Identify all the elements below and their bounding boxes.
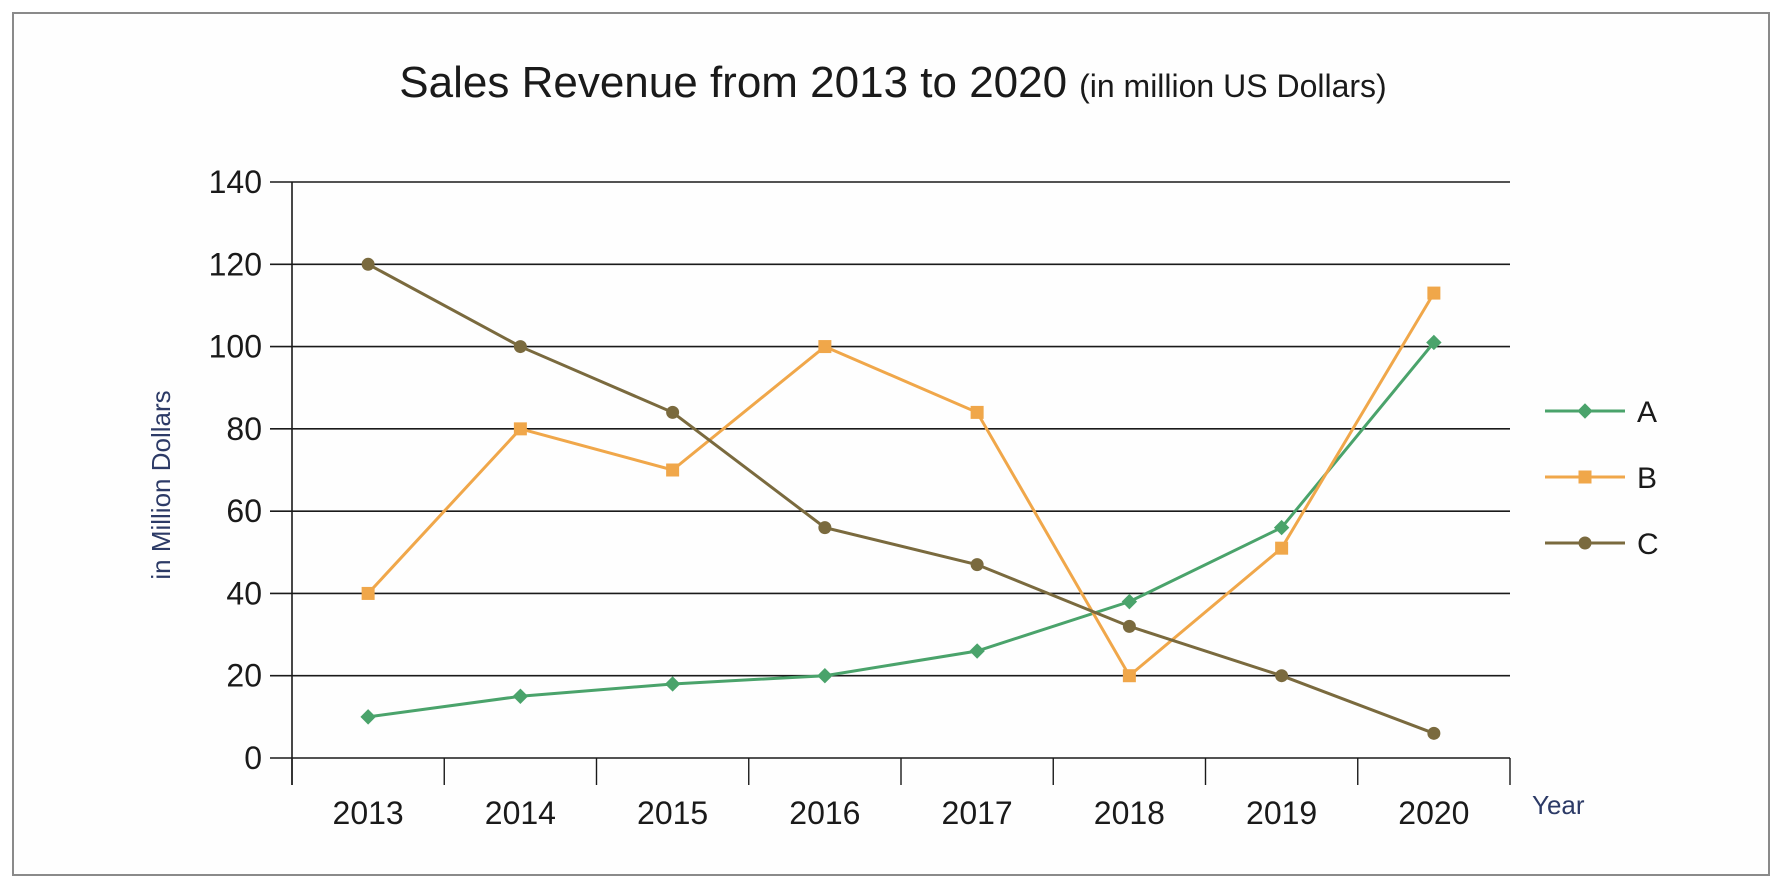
series-line-b — [367, 292, 1436, 679]
series-lines — [360, 257, 1442, 740]
chart-frame — [12, 12, 1770, 876]
x-tick-label: 2019 — [1246, 795, 1317, 831]
chart-title: Sales Revenue from 2013 to 2020 (in milli… — [0, 58, 1786, 108]
data-point-b — [1275, 541, 1289, 555]
legend-label: B — [1637, 462, 1657, 495]
data-point-c — [1122, 619, 1136, 633]
legend: ABC — [1545, 396, 1659, 561]
gridlines — [270, 181, 1510, 759]
data-point-c — [818, 521, 832, 535]
x-axis-label: Year — [1532, 790, 1585, 820]
data-point-a — [969, 643, 985, 659]
x-tick-label: 2015 — [637, 795, 708, 831]
data-point-b — [818, 340, 832, 354]
data-point-b — [970, 405, 984, 419]
y-tick-label: 100 — [209, 329, 262, 365]
y-axis-label: in Million Dollars — [146, 390, 176, 579]
x-tick-labels: 2013 2014 2015 2016 2017 2018 2019 2020 — [333, 795, 1470, 831]
y-tick-label: 60 — [226, 493, 262, 529]
chart-title-main: Sales Revenue from 2013 to 2020 — [399, 58, 1068, 107]
y-tick-label: 80 — [226, 411, 262, 447]
y-tick-label: 20 — [226, 658, 262, 694]
data-point-a — [664, 676, 681, 692]
data-point-b — [1427, 286, 1441, 300]
legend-marker — [1577, 403, 1593, 419]
legend-marker — [1578, 470, 1592, 484]
y-tick-label: 40 — [226, 575, 262, 611]
axes — [291, 182, 1511, 785]
data-point-b — [361, 586, 375, 600]
x-tick-label: 2018 — [1094, 795, 1165, 831]
chart-subtitle: (in million US Dollars) — [1079, 68, 1387, 104]
y-tick-label: 0 — [244, 740, 262, 776]
series-line-a — [367, 341, 1436, 719]
x-tick-label: 2017 — [942, 795, 1013, 831]
x-tick-label: 2013 — [333, 795, 404, 831]
data-point-a — [360, 709, 376, 725]
data-point-c — [1275, 669, 1289, 683]
data-point-a — [817, 668, 833, 684]
data-point-b — [1122, 669, 1136, 683]
x-tick-label: 2020 — [1398, 795, 1469, 831]
legend-marker — [1578, 536, 1592, 550]
data-point-a — [1426, 334, 1442, 351]
x-tick-label: 2016 — [789, 795, 860, 831]
data-point-a — [512, 688, 529, 704]
data-point-c — [361, 257, 375, 271]
legend-label: C — [1637, 528, 1659, 561]
data-point-a — [1273, 519, 1290, 536]
data-point-c — [513, 340, 527, 354]
y-tick-label: 140 — [209, 164, 262, 200]
y-tick-label: 120 — [209, 246, 262, 282]
series-line-c — [367, 262, 1435, 735]
data-point-c — [970, 558, 984, 572]
data-point-b — [666, 463, 680, 477]
data-point-c — [666, 405, 680, 419]
data-point-c — [1427, 726, 1441, 740]
legend-label: A — [1637, 396, 1657, 429]
data-point-a — [1121, 593, 1138, 610]
x-tick-label: 2014 — [485, 795, 556, 831]
y-tick-labels: 0 20 40 60 80 100 120 140 — [209, 164, 262, 776]
data-point-b — [513, 422, 527, 436]
